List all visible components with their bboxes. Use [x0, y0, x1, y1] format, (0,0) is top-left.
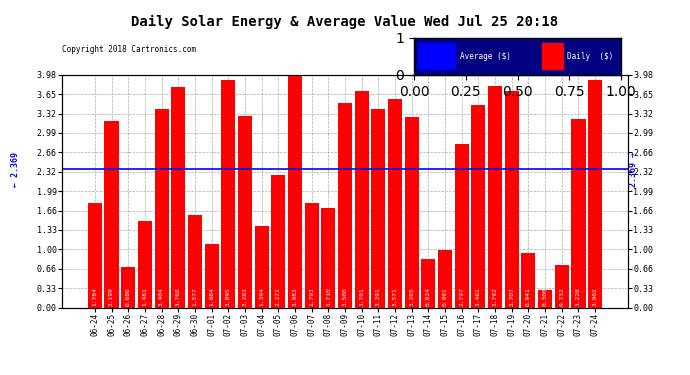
Bar: [522, 252, 535, 308]
Text: 0.941: 0.941: [526, 288, 531, 306]
Text: 2.272: 2.272: [276, 288, 281, 306]
Bar: [255, 226, 268, 308]
Bar: [88, 203, 102, 308]
Text: 3.571: 3.571: [393, 288, 397, 306]
Bar: [404, 117, 419, 308]
Bar: [418, 43, 455, 69]
Bar: [571, 119, 586, 308]
Text: 0.991: 0.991: [442, 288, 448, 306]
Text: 3.461: 3.461: [476, 288, 481, 306]
Text: Daily Solar Energy & Average Value Wed Jul 25 20:18: Daily Solar Energy & Average Value Wed J…: [131, 15, 559, 29]
Bar: [204, 244, 219, 308]
Text: 2.797: 2.797: [460, 288, 464, 306]
Bar: [104, 121, 119, 308]
Bar: [355, 91, 368, 308]
Text: 0.732: 0.732: [560, 288, 564, 306]
Bar: [438, 250, 452, 308]
Bar: [455, 144, 469, 308]
Bar: [471, 105, 486, 308]
Text: 1.394: 1.394: [259, 288, 264, 306]
Bar: [171, 87, 186, 308]
Bar: [138, 221, 152, 308]
Text: 3.265: 3.265: [409, 288, 414, 306]
Bar: [504, 91, 519, 308]
Text: 3.701: 3.701: [359, 288, 364, 306]
Bar: [271, 175, 286, 308]
Text: Daily  ($): Daily ($): [567, 52, 613, 61]
Text: 3.707: 3.707: [509, 288, 514, 306]
Text: 3.391: 3.391: [376, 288, 381, 306]
Bar: [371, 110, 386, 308]
Bar: [422, 260, 435, 308]
Bar: [555, 265, 569, 308]
Text: 0.824: 0.824: [426, 288, 431, 306]
Text: 3.199: 3.199: [109, 288, 114, 306]
Text: 1.710: 1.710: [326, 288, 331, 306]
Text: 3.500: 3.500: [342, 288, 348, 306]
Bar: [588, 80, 602, 308]
Text: 1.784: 1.784: [92, 288, 97, 306]
Bar: [388, 99, 402, 308]
Text: 0.686: 0.686: [126, 288, 130, 306]
Bar: [221, 80, 235, 308]
Text: 3.768: 3.768: [176, 288, 181, 306]
Text: 1.793: 1.793: [309, 288, 314, 306]
Bar: [542, 43, 563, 69]
Bar: [155, 109, 168, 308]
Text: ← 2.369: ← 2.369: [10, 152, 19, 187]
Text: 3.283: 3.283: [242, 288, 248, 306]
Text: Average ($): Average ($): [460, 52, 511, 61]
Bar: [304, 203, 319, 308]
Bar: [288, 75, 302, 307]
Bar: [338, 103, 352, 308]
Text: 2.369 →: 2.369 →: [629, 152, 638, 187]
Text: Copyright 2018 Cartronics.com: Copyright 2018 Cartronics.com: [62, 45, 196, 54]
Text: 3.895: 3.895: [226, 288, 230, 306]
Bar: [488, 86, 502, 308]
Bar: [238, 116, 252, 308]
Text: 3.792: 3.792: [493, 288, 497, 306]
Bar: [121, 267, 135, 308]
Text: 0.300: 0.300: [542, 288, 548, 306]
Text: 1.481: 1.481: [142, 288, 148, 306]
Bar: [538, 290, 552, 308]
Bar: [322, 208, 335, 308]
Text: 3.983: 3.983: [293, 288, 297, 306]
Text: 3.404: 3.404: [159, 288, 164, 306]
Text: 1.577: 1.577: [193, 288, 197, 306]
Text: 3.902: 3.902: [593, 288, 598, 306]
Text: 1.084: 1.084: [209, 288, 214, 306]
Bar: [188, 215, 202, 308]
Text: 3.228: 3.228: [576, 288, 581, 306]
